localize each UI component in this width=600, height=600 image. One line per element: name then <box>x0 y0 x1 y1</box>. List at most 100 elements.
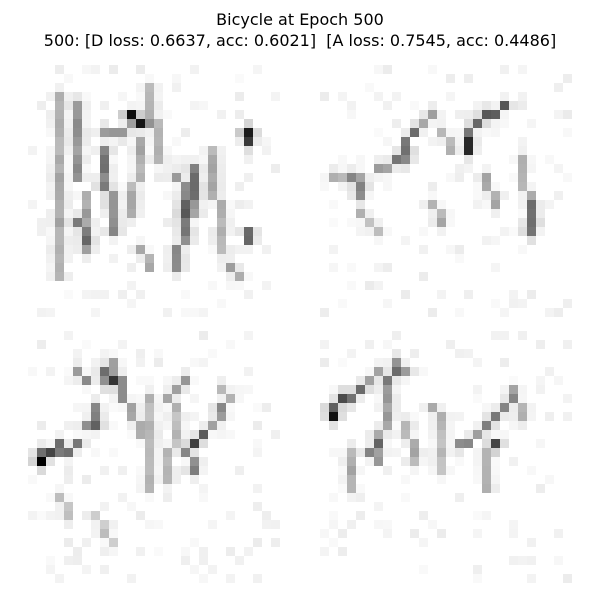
pixel <box>118 200 128 210</box>
pixel <box>127 146 137 156</box>
pixel <box>527 191 537 201</box>
pixel <box>163 218 173 228</box>
pixel <box>527 209 537 219</box>
pixel <box>199 308 209 317</box>
pixel <box>64 209 74 219</box>
pixel <box>100 412 110 422</box>
pixel <box>190 155 200 165</box>
pixel <box>428 439 438 449</box>
pixel <box>172 421 182 431</box>
pixel <box>338 358 348 368</box>
pixel <box>509 394 519 404</box>
pixel <box>127 245 137 255</box>
pixel <box>374 430 384 440</box>
pixel <box>320 340 330 350</box>
pixel <box>145 466 155 476</box>
pixel <box>154 349 164 359</box>
pixel <box>136 466 146 476</box>
pixel <box>181 448 191 458</box>
pixel <box>473 421 483 431</box>
pixel <box>482 128 492 138</box>
pixel <box>491 119 501 129</box>
pixel <box>518 227 528 237</box>
pixel <box>347 403 357 413</box>
pixel <box>527 538 537 548</box>
pixel <box>271 538 280 548</box>
pixel <box>464 74 474 84</box>
pixel <box>428 520 438 530</box>
pixel <box>64 146 74 156</box>
pixel <box>82 137 92 147</box>
pixel <box>464 128 474 138</box>
pixel <box>374 439 384 449</box>
pixel <box>253 421 263 431</box>
pixel <box>181 227 191 237</box>
pixel <box>118 340 128 350</box>
pixel <box>64 376 74 386</box>
pixel <box>473 394 483 404</box>
pixel <box>554 529 564 539</box>
pixel <box>545 412 555 422</box>
pixel <box>136 200 146 210</box>
pixel <box>55 155 65 165</box>
pixel <box>374 263 384 273</box>
generated-doodle-image <box>320 331 572 583</box>
pixel <box>437 290 447 300</box>
pixel <box>235 466 245 476</box>
pixel <box>154 173 164 183</box>
pixel <box>118 358 128 368</box>
pixel <box>536 200 546 210</box>
pixel <box>55 502 65 512</box>
generated-sample-bottom-left <box>28 331 280 583</box>
pixel <box>91 65 101 75</box>
pixel <box>55 83 65 93</box>
pixel <box>262 137 272 147</box>
pixel <box>374 227 384 237</box>
pixel <box>208 430 218 440</box>
pixel <box>217 376 227 386</box>
pixel <box>518 137 528 147</box>
pixel <box>55 146 65 156</box>
pixel <box>109 128 119 138</box>
pixel <box>55 439 65 449</box>
pixel <box>82 227 92 237</box>
pixel <box>64 227 74 237</box>
pixel <box>563 299 572 309</box>
pixel <box>217 155 227 165</box>
pixel <box>563 394 572 404</box>
pixel <box>82 110 92 120</box>
pixel <box>235 137 245 147</box>
pixel <box>37 101 47 111</box>
pixel <box>82 340 92 350</box>
pixel <box>91 511 101 521</box>
pixel <box>55 236 65 246</box>
pixel <box>365 173 375 183</box>
pixel <box>154 137 164 147</box>
pixel <box>64 164 74 174</box>
pixel <box>545 475 555 485</box>
pixel <box>127 403 137 413</box>
pixel <box>446 137 456 147</box>
pixel <box>392 358 402 368</box>
pixel <box>109 376 119 386</box>
pixel <box>118 394 128 404</box>
pixel <box>271 430 280 440</box>
pixel <box>163 164 173 174</box>
pixel <box>199 421 209 431</box>
pixel <box>338 466 348 476</box>
pixel <box>100 164 110 174</box>
pixel <box>455 439 465 449</box>
pixel <box>136 484 146 494</box>
pixel <box>181 308 191 317</box>
pixel <box>217 236 227 246</box>
pixel <box>347 439 357 449</box>
pixel <box>383 439 393 449</box>
pixel <box>172 137 182 147</box>
pixel <box>46 457 56 467</box>
pixel <box>374 421 384 431</box>
pixel <box>482 200 492 210</box>
pixel <box>64 439 74 449</box>
figure-title: Bicycle at Epoch 500 <box>216 10 384 29</box>
generated-sample-bottom-right <box>320 331 572 583</box>
pixel <box>163 493 173 503</box>
